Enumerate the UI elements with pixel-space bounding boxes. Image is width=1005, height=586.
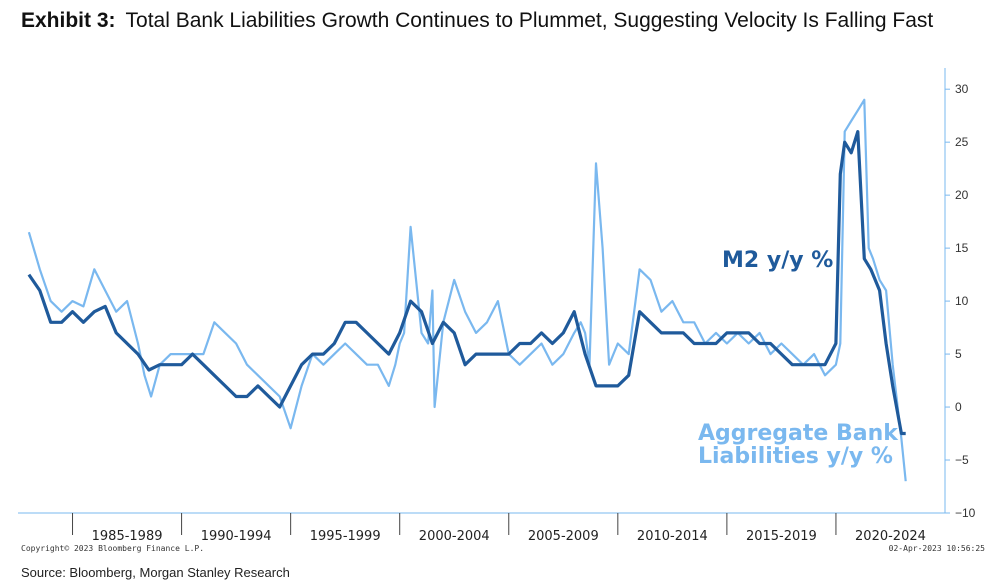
x-tick-label: 1990-1994 <box>201 529 272 544</box>
exhibit-label: Exhibit 3: <box>21 9 116 32</box>
title-text: Total Bank Liabilities Growth Continues … <box>125 9 934 32</box>
x-tick-label: 2005-2009 <box>528 529 599 544</box>
timestamp-text: 02-Apr-2023 10:56:25 <box>889 544 986 553</box>
bank-series-label-line2: Liabilities y/y % <box>698 444 893 469</box>
y-axis: −10 −5 0 5 10 15 20 25 30 <box>945 82 976 520</box>
y-tick-label: 30 <box>955 82 969 96</box>
copyright-text: Copyright© 2023 Bloomberg Finance L.P. <box>21 544 204 553</box>
plot-area: −10 −5 0 5 10 15 20 25 30 1985-1989 1990-1994 1995… <box>18 68 976 544</box>
chart-title: Exhibit 3: Total Bank Liabilities Growth … <box>21 9 933 33</box>
y-tick-label: 0 <box>955 400 962 414</box>
y-tick-label: 20 <box>955 188 969 202</box>
y-tick-label: 5 <box>955 347 962 361</box>
source-note: Source: Bloomberg, Morgan Stanley Resear… <box>21 565 290 580</box>
x-tick-label: 2020-2024 <box>855 529 926 544</box>
series-line-m2 <box>27 130 906 436</box>
y-tick-label: 15 <box>955 241 969 255</box>
x-tick-label: 2010-2014 <box>637 529 708 544</box>
x-tick-label: 1995-1999 <box>310 529 381 544</box>
x-tick-label: 2015-2019 <box>746 529 817 544</box>
y-tick-label: −10 <box>955 506 976 520</box>
y-tick-label: −5 <box>955 453 969 467</box>
series-line-aggregate-bank-liabilities <box>27 98 907 482</box>
x-tick-label: 2000-2004 <box>419 529 490 544</box>
m2-series-label: M2 y/y % <box>722 248 833 273</box>
y-tick-label: 10 <box>955 294 969 308</box>
x-tick-label: 1985-1989 <box>92 529 163 544</box>
y-tick-label: 25 <box>955 135 969 149</box>
x-axis: 1985-1989 1990-1994 1995-1999 2000-2004 2005… <box>72 513 926 544</box>
bank-series-label-line1: Aggregate Bank <box>698 421 899 446</box>
